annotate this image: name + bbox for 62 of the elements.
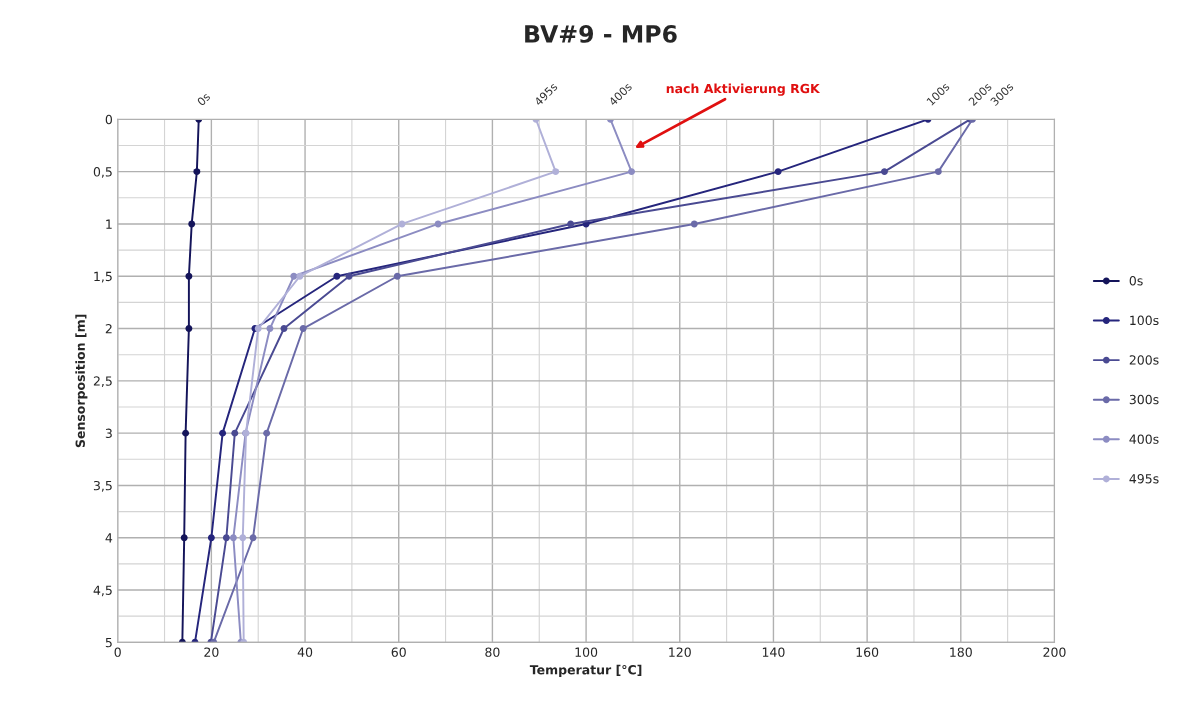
point [193, 168, 201, 176]
legend-label: 100s [1130, 315, 1159, 326]
point [188, 220, 196, 228]
point [296, 272, 304, 280]
x-tick-label: 100 [575, 647, 598, 657]
y-tick-label: 5 [105, 637, 112, 648]
point [774, 168, 782, 176]
x-tick-label: 140 [762, 647, 785, 657]
y-tick-label: 0,5 [93, 167, 112, 178]
y-tick-label: 1,5 [94, 271, 112, 283]
y-tick-label: 1 [106, 219, 112, 229]
point [690, 220, 698, 228]
point [263, 429, 271, 437]
point [552, 168, 560, 176]
y-tick-label: 2,5 [93, 376, 112, 388]
annotation: 0s [196, 92, 211, 107]
text: nach Aktivierung RGK [666, 83, 821, 96]
y-tick-label: 3,5 [93, 480, 112, 492]
point [280, 325, 288, 333]
y-tick-label: 3 [105, 428, 112, 439]
x-tick-label: 160 [856, 647, 879, 657]
x-tick-label: 60 [391, 647, 406, 657]
legend-label: 300s [1129, 394, 1159, 405]
point [185, 272, 193, 280]
point [185, 325, 193, 333]
legend-label: 0s [1129, 276, 1143, 286]
point [239, 534, 247, 542]
x-tick-label: 180 [950, 647, 972, 657]
x-tick-label: 40 [297, 647, 313, 657]
x-tick-label: 20 [204, 647, 219, 657]
point [219, 429, 227, 437]
y-axis-title: Sensorposition [m] [75, 314, 88, 448]
point [229, 534, 237, 542]
y-tick-label: 4 [105, 533, 113, 543]
point [567, 220, 575, 228]
point [333, 272, 341, 280]
point [299, 325, 307, 333]
legend-label: 200s [1129, 355, 1159, 365]
y-tick-label: 2 [105, 324, 112, 334]
point [934, 168, 942, 176]
point [880, 168, 888, 176]
x-axis-title: Temperatur [°C] [529, 664, 642, 677]
point [180, 534, 188, 542]
point [345, 272, 353, 280]
legend-label: 400s [1129, 434, 1159, 444]
x-tick-label: 0 [114, 647, 121, 657]
point [222, 534, 230, 542]
chart-title: BV#9 - MP6 [525, 25, 677, 43]
point [393, 272, 401, 280]
x-tick-label: 80 [485, 647, 500, 657]
point [290, 272, 298, 280]
y-tick-label: 0 [105, 114, 113, 125]
point [249, 534, 257, 542]
point [266, 325, 274, 333]
y-tick-label: 4,5 [93, 585, 112, 597]
point [628, 168, 635, 176]
x-tick-label: 120 [669, 647, 691, 657]
point [231, 429, 239, 437]
point [182, 429, 190, 437]
legend-label: 495s [1129, 474, 1159, 484]
x-tick-label: 200 [1043, 647, 1066, 657]
point [207, 534, 215, 542]
